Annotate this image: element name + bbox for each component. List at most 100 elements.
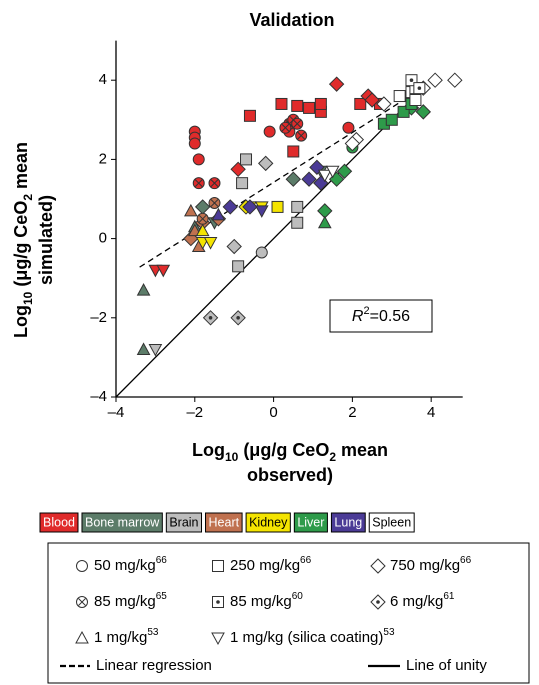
marker-part (208, 316, 213, 320)
point (271, 200, 284, 213)
legend-swatch (39, 512, 79, 533)
marker-part (376, 96, 392, 112)
point (303, 101, 316, 114)
marker-part (232, 260, 245, 273)
point (301, 171, 317, 187)
point (208, 177, 221, 190)
label-part: (μg/g CeO (11, 201, 31, 292)
label-part: 10 (21, 291, 35, 305)
legend-item: Spleen (368, 512, 415, 533)
point (397, 105, 410, 118)
point (230, 161, 246, 178)
legend-swatch (368, 512, 415, 533)
marker-part (364, 92, 380, 108)
marker-part (325, 165, 340, 179)
marker-part (291, 200, 304, 213)
point (232, 260, 245, 273)
marker-part (194, 199, 211, 215)
marker-part (216, 600, 220, 604)
legend-item: Liver (293, 512, 328, 533)
legend-item: Heart (205, 512, 243, 533)
point (291, 200, 304, 213)
marker-part (427, 72, 443, 88)
marker-part (212, 560, 224, 572)
marker-legend-item: 250 mg/kg66 (212, 555, 312, 574)
marker-legend-box (47, 542, 530, 684)
point (230, 310, 246, 326)
marker-label: 85 mg/kg (94, 593, 156, 610)
marker-part (188, 137, 201, 150)
marker-part (156, 264, 171, 278)
marker-legend-item: 750 mg/kg66 (370, 555, 472, 574)
label-part: Log (192, 440, 225, 460)
marker-part (393, 90, 406, 103)
marker-part (211, 207, 226, 221)
marker-part (301, 171, 317, 187)
point (242, 199, 258, 215)
point (148, 343, 163, 357)
marker-part (230, 161, 246, 178)
y-tick-label: 0 (99, 230, 107, 247)
legend-item: Kidney (245, 512, 291, 533)
marker-label: 1 mg/kg (silica coating) (230, 629, 383, 646)
marker-ref: 66 (156, 555, 168, 566)
marker-part (226, 238, 242, 255)
point (405, 74, 418, 87)
point (195, 223, 210, 237)
marker-part (203, 237, 218, 250)
marker-part (75, 630, 89, 644)
point (192, 177, 205, 190)
legend-item: Blood (39, 512, 79, 533)
unity-line (115, 87, 424, 398)
marker-legend-item: 50 mg/kg66 (76, 555, 167, 574)
line-legend-label: Linear regression (96, 657, 212, 674)
x-tick-label: –4 (108, 404, 125, 421)
marker-part (409, 78, 414, 82)
marker-ref: 61 (443, 591, 455, 602)
point (192, 153, 205, 166)
x-tick-label: 0 (269, 404, 277, 421)
marker-part (271, 200, 284, 213)
ylabel-line: Log10 (μg/g CeO2 mean (11, 142, 35, 338)
marker-ref: 53 (147, 627, 159, 638)
label-part: observed) (247, 465, 333, 485)
marker-part (242, 199, 258, 215)
point (275, 97, 288, 110)
annotation-symbol: R (352, 308, 364, 325)
label-part: mean (336, 440, 388, 460)
marker-part (184, 203, 198, 217)
marker-part (210, 199, 219, 207)
point (354, 97, 367, 110)
legend-label: Bone marrow (85, 515, 160, 529)
marker-part (243, 109, 256, 122)
marker-ref: 53 (383, 627, 395, 638)
point (415, 104, 432, 120)
marker-part (336, 163, 353, 179)
line-legend-label: Line of unity (406, 657, 487, 674)
legend-label: Blood (43, 515, 75, 529)
point (254, 205, 269, 218)
point (447, 72, 463, 88)
marker-legend-label: 1 mg/kg53 (94, 627, 159, 646)
marker-part (297, 131, 306, 140)
marker-legend-label: 50 mg/kg66 (94, 555, 167, 574)
point (344, 135, 361, 152)
point (295, 129, 308, 142)
marker-part (258, 155, 274, 172)
marker-ref: 66 (460, 555, 472, 566)
point (409, 94, 422, 106)
marker-legend-label: 750 mg/kg66 (390, 555, 472, 574)
legend-swatch (293, 512, 328, 533)
chart-title: Validation (249, 10, 334, 30)
xlabel-line: observed) (247, 465, 333, 485)
point (336, 163, 353, 179)
marker-part (415, 104, 432, 120)
y-tick-label: –2 (90, 309, 107, 326)
point (328, 76, 345, 92)
annotation-text: =0.56 (370, 308, 411, 325)
marker-legend-label: 250 mg/kg66 (230, 555, 312, 574)
marker-part (211, 632, 225, 646)
marker-part (210, 179, 219, 188)
marker-part (287, 145, 300, 158)
